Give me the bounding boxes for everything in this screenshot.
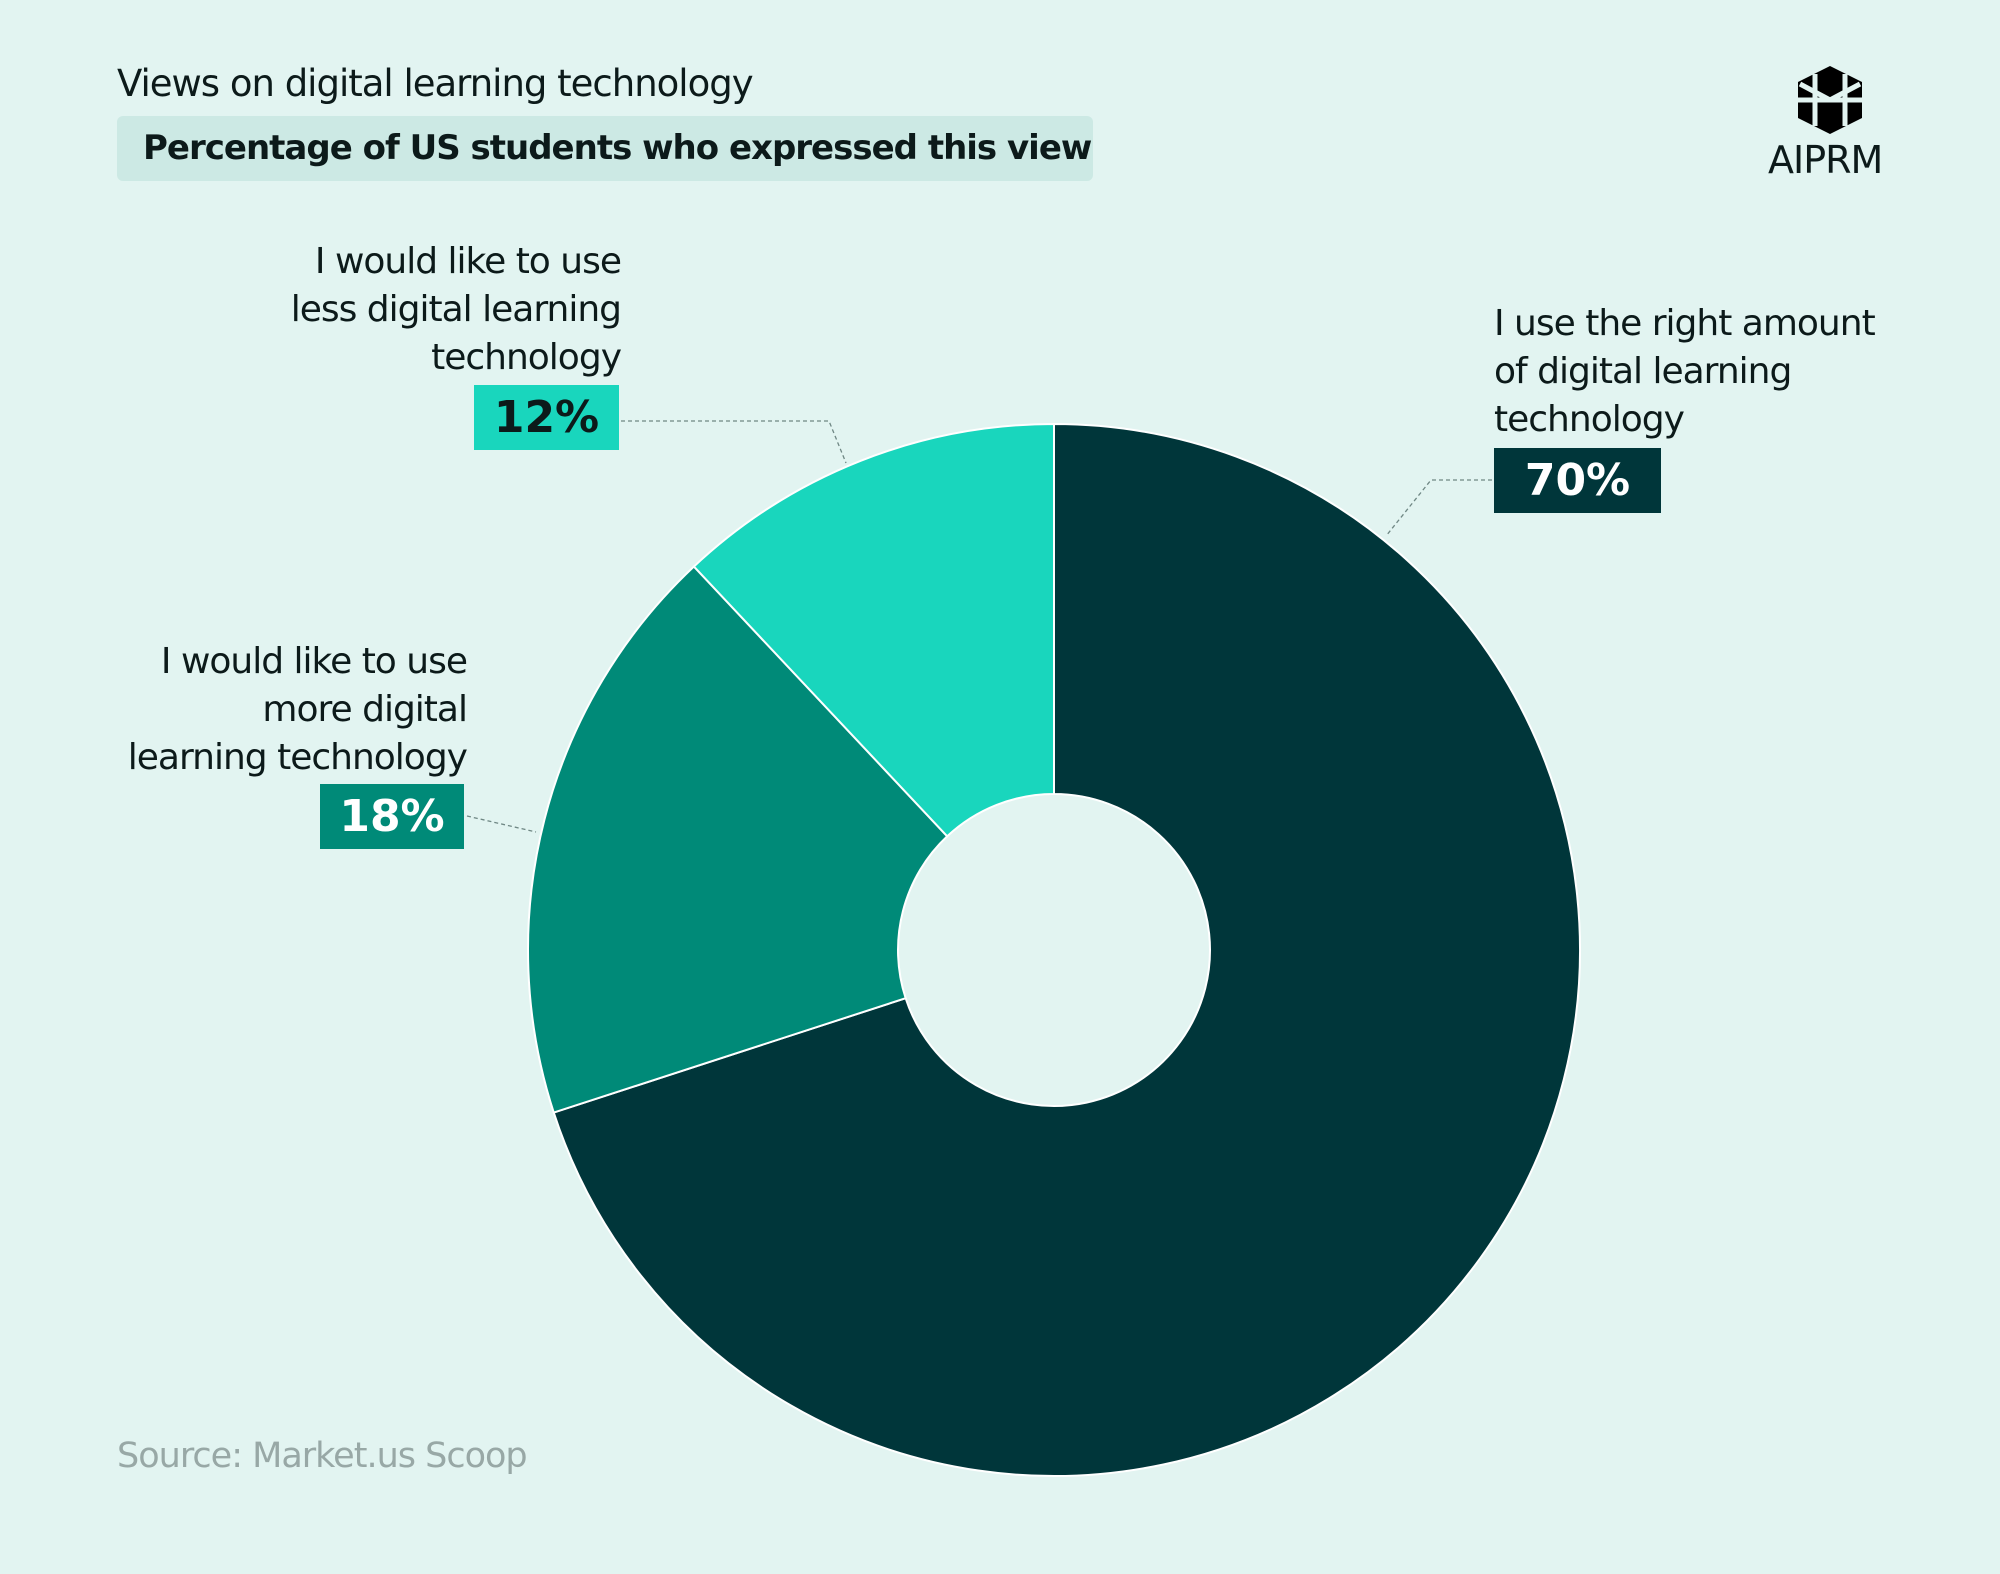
slice-label: I use the right amount of digital learni… xyxy=(1494,303,1876,440)
donut-slice xyxy=(527,565,949,1114)
logo: AIPRM xyxy=(1768,138,1883,182)
chart-title: Views on digital learning technology xyxy=(117,62,754,105)
slice-label: I would like to use less digital learnin… xyxy=(290,241,622,378)
value-label: 12% xyxy=(474,385,619,450)
source: Source: Market.us Scoop xyxy=(117,1436,528,1476)
logo-icon xyxy=(1798,66,1862,134)
value-label: 18% xyxy=(320,784,464,849)
leader-lines xyxy=(466,420,1492,833)
donut-slice xyxy=(692,422,1055,838)
value-label: 70% xyxy=(1494,448,1661,513)
slice-label: I would like to use more digital learnin… xyxy=(127,641,468,778)
chart-subtitle: Percentage of US students who expressed … xyxy=(117,116,1093,181)
donut-slice xyxy=(552,422,1581,1477)
